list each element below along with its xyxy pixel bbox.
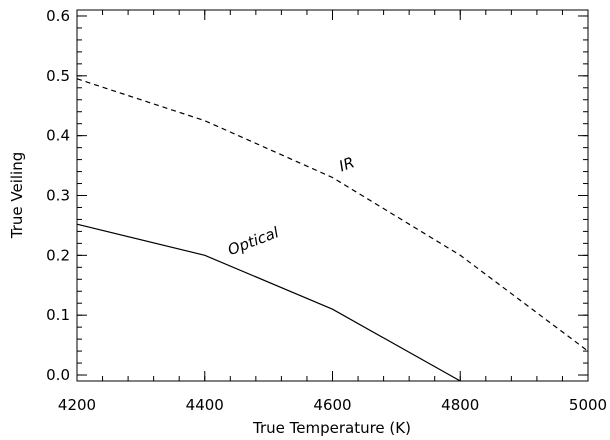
y-tick-label: 0.1: [46, 306, 70, 324]
x-tick-label: 4800: [441, 396, 479, 414]
annotations: IR Optical: [225, 153, 356, 259]
y-tick-label: 0.4: [46, 127, 70, 145]
tick-labels: 4200 4400 4600 4800 5000 0.0 0.1 0.2 0.3 0.4 0.5 0.…: [46, 7, 607, 414]
y-tick-label: 0.2: [46, 246, 70, 264]
x-axis-label: True Temperature (K): [252, 419, 411, 437]
annotation-optical: Optical: [225, 223, 282, 259]
series-optical-line: [76, 223, 461, 382]
annotation-ir: IR: [337, 153, 357, 175]
axis-ticks: [76, 10, 589, 381]
plot-frame: [76, 9, 589, 382]
y-tick-label: 0.6: [46, 7, 70, 25]
series-lines: [76, 78, 589, 382]
y-axis-label: True Veiling: [8, 152, 26, 239]
series-ir-line: [76, 78, 589, 352]
x-tick-label: 4600: [313, 396, 351, 414]
x-tick-label: 4400: [186, 396, 224, 414]
x-tick-label: 4200: [58, 396, 96, 414]
y-tick-label: 0.0: [46, 366, 70, 384]
y-tick-label: 0.5: [46, 67, 70, 85]
y-tick-label: 0.3: [46, 187, 70, 205]
x-tick-label: 5000: [569, 396, 607, 414]
